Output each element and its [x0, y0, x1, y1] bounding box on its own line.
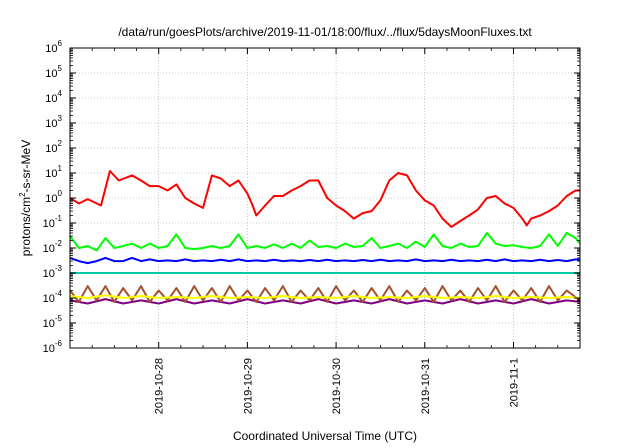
- x-tick-label: 2019-10-31: [420, 358, 432, 414]
- y-tick-label: 10-6: [43, 339, 63, 355]
- x-tick-label: 2019-10-30: [331, 358, 343, 414]
- y-axis-ticks: 10-6 10-5 10-4 10-3 10-2 10-1 100 101 102 103 104 1…: [43, 39, 580, 355]
- series-layer: [69, 170, 581, 305]
- chart-title: /data/run/goesPlots/archive/2019-11-01/1…: [118, 25, 532, 39]
- y-tick-label: 10-2: [43, 239, 63, 255]
- series-line: [69, 285, 581, 303]
- y-tick-label: 10-3: [43, 264, 63, 280]
- y-axis-label-sup: 2: [18, 192, 27, 197]
- y-tick-label: 101: [45, 164, 62, 180]
- y-axis-label-post: -s-sr-MeV: [19, 140, 33, 193]
- y-tick-label: 10-5: [43, 314, 63, 330]
- x-tick-label: 2019-10-28: [154, 358, 166, 414]
- x-axis-ticks: 2019-10-28 2019-10-29 2019-10-30 2019-10-31…: [91, 48, 559, 414]
- series-line: [69, 231, 581, 252]
- y-tick-label: 102: [45, 139, 62, 155]
- y-tick-label: 100: [45, 189, 62, 205]
- x-tick-label: 2019-11-1: [508, 358, 520, 407]
- y-axis-label: protons/cm2-s-sr-MeV: [18, 140, 33, 256]
- y-tick-label: 105: [45, 64, 62, 80]
- series-line: [69, 170, 580, 228]
- x-tick-label: 2019-10-29: [242, 358, 254, 414]
- y-tick-label: 104: [45, 89, 62, 105]
- series-line: [69, 294, 581, 299]
- y-axis-label-pre: protons/cm: [19, 197, 33, 256]
- grid: [70, 48, 580, 348]
- y-tick-label: 10-4: [43, 289, 63, 305]
- y-tick-label: 103: [45, 114, 62, 130]
- y-tick-label: 106: [45, 39, 62, 55]
- series-line: [69, 256, 581, 265]
- y-tick-label: 10-1: [43, 214, 63, 230]
- x-axis-label: Coordinated Universal Time (UTC): [233, 429, 417, 443]
